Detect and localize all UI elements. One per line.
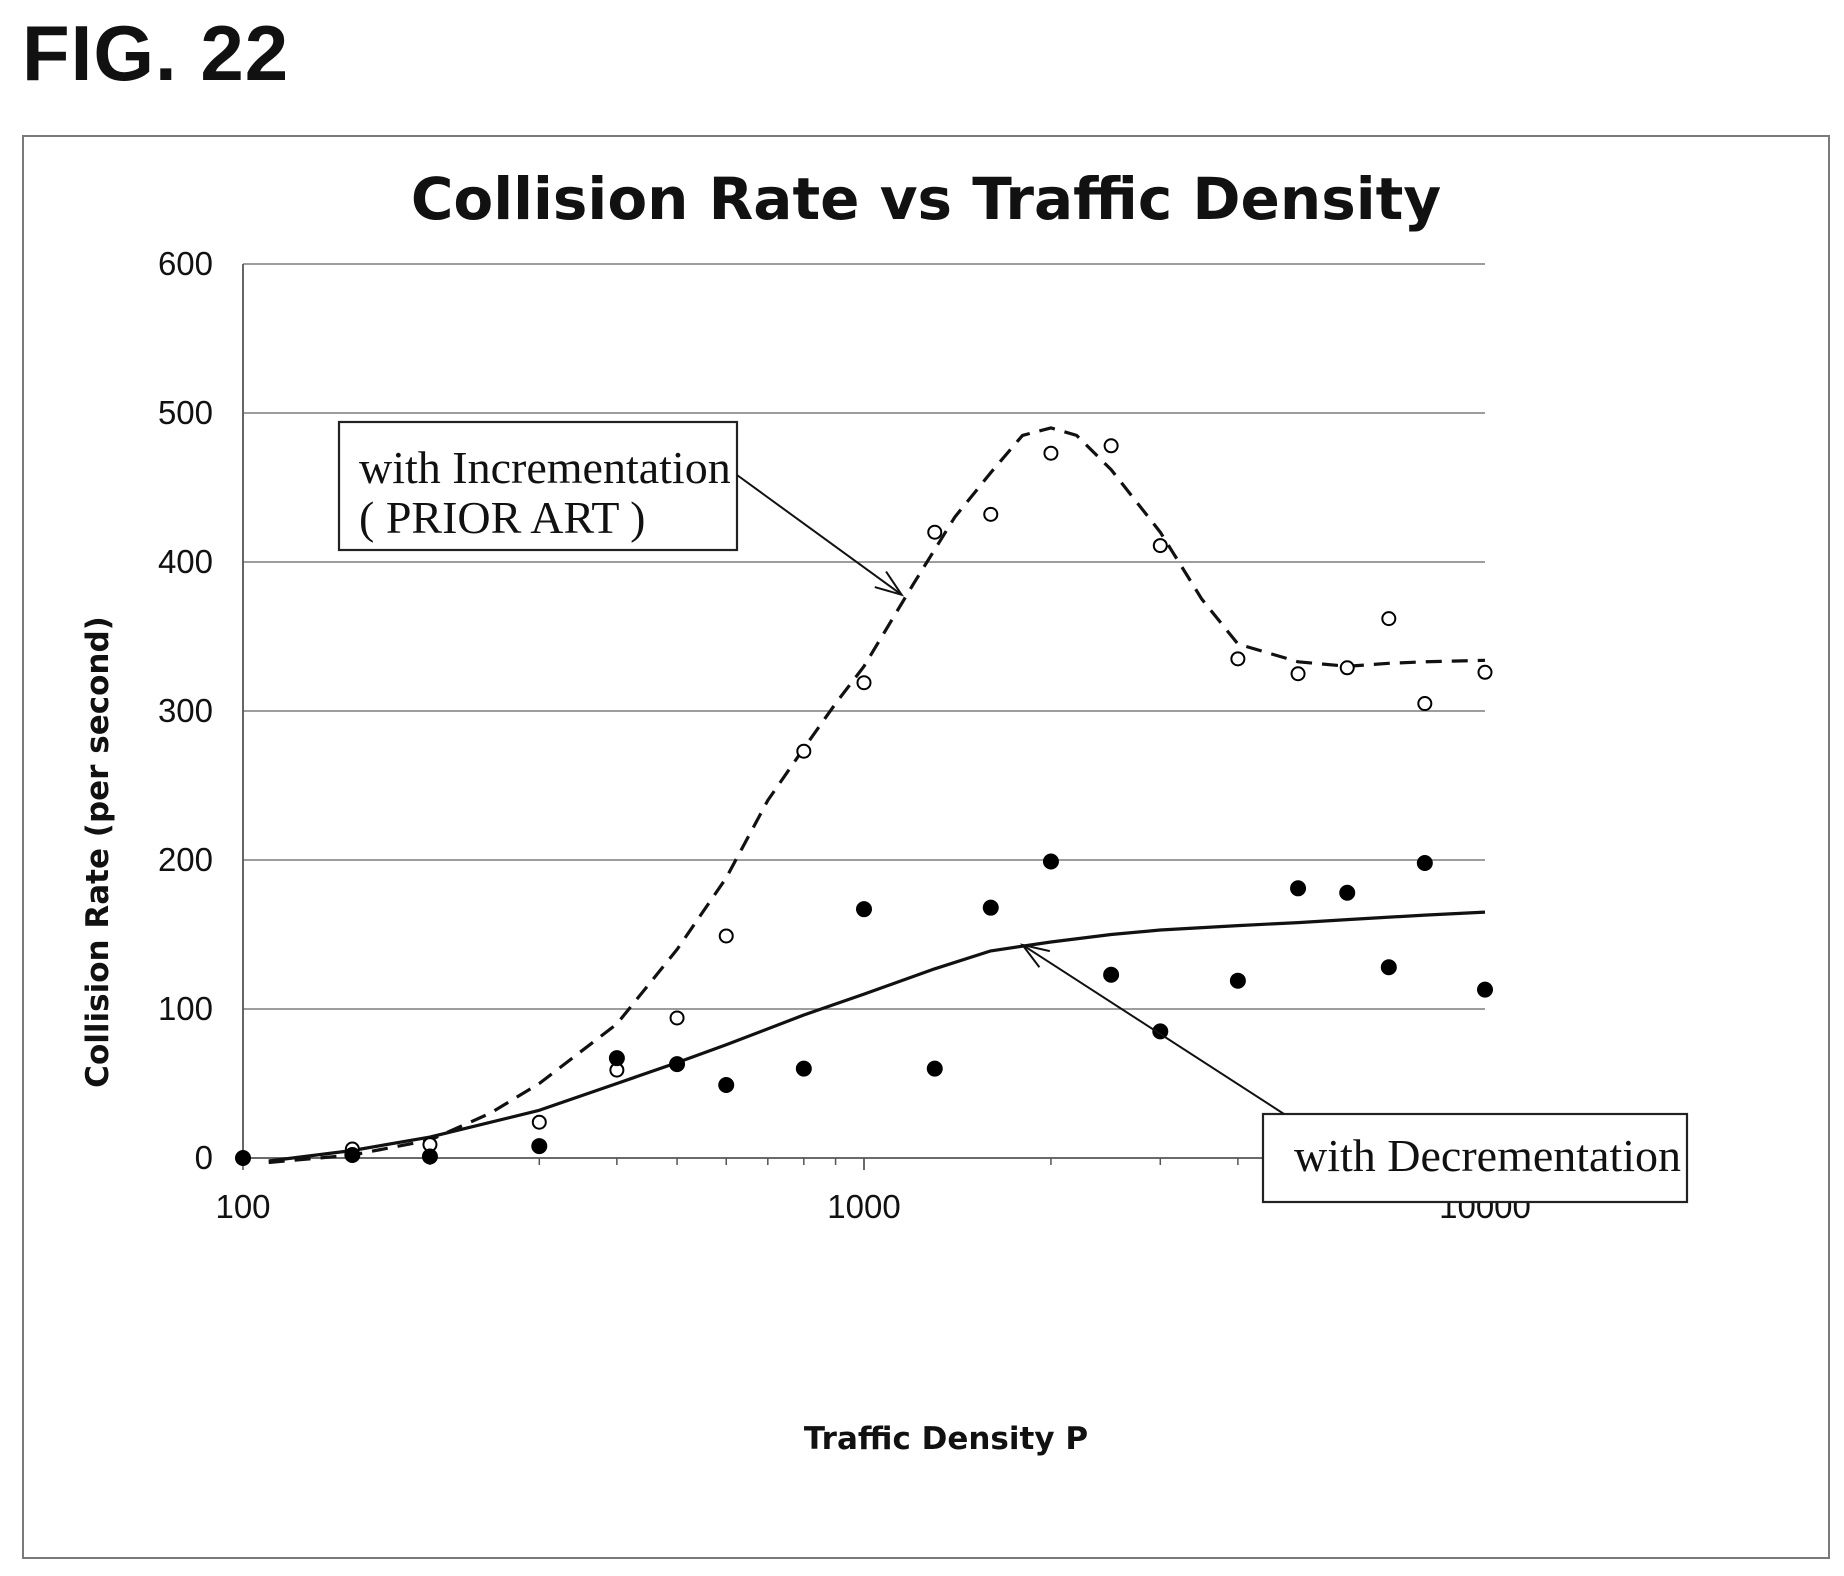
filled-point bbox=[982, 899, 999, 916]
axes bbox=[242, 264, 1486, 1170]
y-tick-label: 0 bbox=[195, 1139, 213, 1176]
open-point bbox=[1103, 438, 1119, 454]
x-axis-label: Traffic Density P bbox=[804, 1421, 1088, 1457]
annotation-text: with Decrementation bbox=[1294, 1130, 1681, 1181]
filled-point bbox=[926, 1060, 943, 1077]
open-point bbox=[1152, 538, 1168, 554]
figure-label: FIG. 22 bbox=[22, 9, 290, 97]
annotation-arrowhead bbox=[874, 570, 905, 597]
filled-point bbox=[1042, 853, 1059, 870]
filled-point bbox=[1380, 959, 1397, 976]
y-tick-label: 500 bbox=[158, 394, 213, 431]
filled-point bbox=[718, 1076, 735, 1093]
annotations: with Incrementation( PRIOR ART ) with Dec… bbox=[337, 420, 1689, 1204]
annotation-box bbox=[1261, 1112, 1689, 1204]
open-point bbox=[796, 743, 812, 759]
open-point bbox=[1290, 666, 1306, 682]
trend-line-dashed bbox=[268, 426, 1486, 1165]
x-tick-label: 100 bbox=[215, 1188, 270, 1225]
chart-canvas: Collision Rate vs Traffic Density 010020… bbox=[80, 165, 1689, 1457]
filled-point bbox=[344, 1147, 361, 1164]
open-point bbox=[856, 675, 872, 691]
filled-point bbox=[421, 1148, 438, 1165]
chart-title: Collision Rate vs Traffic Density bbox=[411, 165, 1441, 233]
filled-point bbox=[669, 1056, 686, 1073]
filled-point bbox=[235, 1150, 251, 1166]
trend-lines bbox=[268, 426, 1486, 1165]
open-point bbox=[1043, 445, 1059, 461]
open-point bbox=[927, 524, 943, 540]
filled-point bbox=[531, 1138, 548, 1155]
y-axis-label: Collision Rate (per second) bbox=[80, 616, 116, 1088]
chart-frame: Collision Rate vs Traffic Density 0 100 20… bbox=[22, 135, 1830, 1559]
filled-point bbox=[1416, 854, 1433, 871]
data-points bbox=[235, 438, 1493, 1166]
y-tick-label: 100 bbox=[158, 990, 213, 1027]
filled-point bbox=[1339, 884, 1356, 901]
open-point bbox=[669, 1010, 685, 1026]
open-point bbox=[1381, 611, 1397, 627]
filled-point bbox=[795, 1060, 812, 1077]
open-point bbox=[718, 928, 734, 944]
filled-point bbox=[1477, 981, 1493, 998]
x-tick-label: 1000 bbox=[827, 1188, 900, 1225]
filled-point bbox=[1103, 966, 1120, 983]
annotation-arrow bbox=[736, 474, 903, 596]
filled-point bbox=[1229, 972, 1246, 989]
open-point bbox=[1417, 696, 1433, 712]
annotation-text: ( PRIOR ART ) bbox=[359, 492, 646, 543]
y-tick-label: 400 bbox=[158, 543, 213, 580]
trend-line-solid bbox=[268, 910, 1486, 1163]
y-tick-label: 600 bbox=[158, 245, 213, 282]
filled-point bbox=[1290, 880, 1307, 897]
open-point bbox=[1230, 651, 1246, 667]
filled-point bbox=[856, 901, 872, 918]
annotation-arrowhead bbox=[1020, 943, 1051, 968]
open-point bbox=[1339, 660, 1355, 676]
open-point bbox=[983, 506, 999, 522]
y-tick-label: 300 bbox=[158, 692, 213, 729]
filled-point bbox=[1152, 1023, 1169, 1040]
annotation-text: with Incrementation bbox=[359, 442, 731, 493]
filled-point bbox=[608, 1050, 625, 1067]
grid-lines bbox=[243, 263, 1485, 1010]
annotation-box bbox=[337, 420, 739, 552]
y-tick-label: 200 bbox=[158, 841, 213, 878]
open-point bbox=[1477, 664, 1493, 680]
annotation-arrow bbox=[1021, 944, 1285, 1115]
open-point bbox=[531, 1114, 547, 1130]
